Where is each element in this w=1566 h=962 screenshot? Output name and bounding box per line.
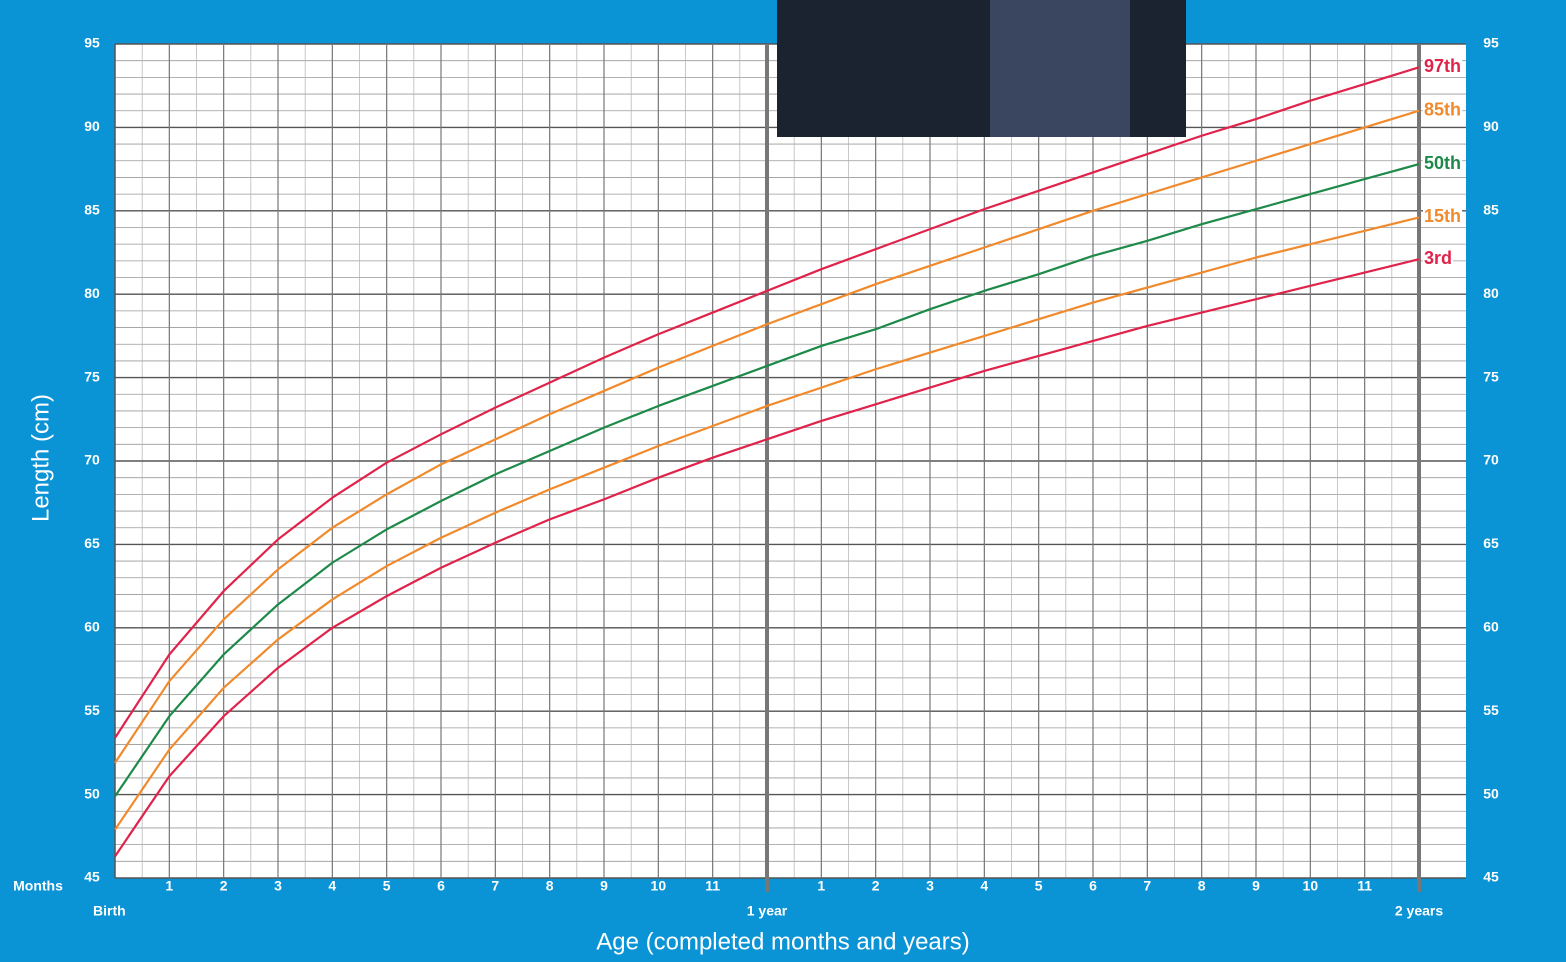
x-tick-label: 5 [1035, 878, 1043, 894]
series-line [114, 258, 1420, 857]
x-major-label: 2 years [1395, 903, 1443, 919]
x-tick-label: 11 [705, 878, 720, 894]
x-tick-label: 8 [1198, 878, 1206, 894]
series-line [114, 66, 1420, 739]
y2-tick-label: 65 [1483, 535, 1499, 551]
y-tick-label: 55 [84, 702, 100, 718]
series-label-bg [1423, 206, 1463, 227]
x-tick-label: 2 [872, 878, 880, 894]
y2-tick-label: 80 [1483, 285, 1499, 301]
photo-detail [990, 0, 1130, 137]
x-tick-label: 4 [328, 878, 336, 894]
x-major-label: 1 year [747, 903, 788, 919]
x-tick-label: 3 [926, 878, 934, 894]
x-tick-label: 5 [383, 878, 391, 894]
y-tick-label: 60 [84, 619, 100, 635]
x-tick-label: 9 [1252, 878, 1260, 894]
x-tick-label: 1 [817, 878, 825, 894]
y-tick-label: 80 [84, 285, 100, 301]
series-label-bg [1423, 247, 1454, 268]
series-label: 50th [1424, 153, 1461, 173]
y2-tick-label: 75 [1483, 368, 1499, 384]
y-tick-label: 75 [84, 368, 100, 384]
y2-tick-label: 45 [1483, 869, 1499, 885]
y2-tick-label: 60 [1483, 619, 1499, 635]
y-tick-label: 95 [84, 35, 100, 51]
series-label: 85th [1424, 99, 1461, 119]
x-tick-label: 2 [220, 878, 228, 894]
series-line [114, 109, 1420, 764]
y2-tick-label: 85 [1483, 202, 1499, 218]
x-tick-label: 3 [274, 878, 282, 894]
x-tick-label: 4 [980, 878, 988, 894]
y2-tick-label: 70 [1483, 452, 1499, 468]
y-tick-label: 90 [84, 118, 100, 134]
y2-tick-label: 90 [1483, 118, 1499, 134]
series-label-bg [1423, 99, 1463, 120]
y-axis-title: Length (cm) [27, 394, 54, 522]
series-line [114, 163, 1420, 797]
x-tick-label: 6 [1089, 878, 1097, 894]
x-unit-label: Months [13, 878, 63, 894]
series-line [114, 216, 1420, 831]
y-tick-label: 45 [84, 869, 100, 885]
series-label: 97th [1424, 56, 1461, 76]
x-major-label: Birth [93, 903, 126, 919]
x-tick-label: 8 [546, 878, 554, 894]
y-tick-label: 85 [84, 202, 100, 218]
series-label: 3rd [1424, 248, 1452, 268]
x-tick-label: 1 [165, 878, 173, 894]
series-label: 15th [1424, 206, 1461, 226]
y2-tick-label: 50 [1483, 785, 1499, 801]
y-tick-label: 65 [84, 535, 100, 551]
marks: 97th 85th 50th 15th 3rd [114, 56, 1463, 857]
x-tick-label: 7 [491, 878, 499, 894]
y2-tick-label: 55 [1483, 702, 1499, 718]
x-tick-label: 10 [651, 878, 667, 894]
x-tick-label: 11 [1357, 878, 1372, 894]
x-axis-title: Age (completed months and years) [596, 928, 970, 955]
series-label-bg [1423, 56, 1463, 77]
x-tick-label: 6 [437, 878, 445, 894]
y-tick-label: 70 [84, 452, 100, 468]
x-tick-label: 10 [1303, 878, 1319, 894]
x-tick-label: 7 [1143, 878, 1151, 894]
y2-tick-label: 95 [1483, 35, 1499, 51]
y-tick-label: 50 [84, 785, 100, 801]
series-label-bg [1423, 152, 1463, 173]
x-tick-label: 9 [600, 878, 608, 894]
